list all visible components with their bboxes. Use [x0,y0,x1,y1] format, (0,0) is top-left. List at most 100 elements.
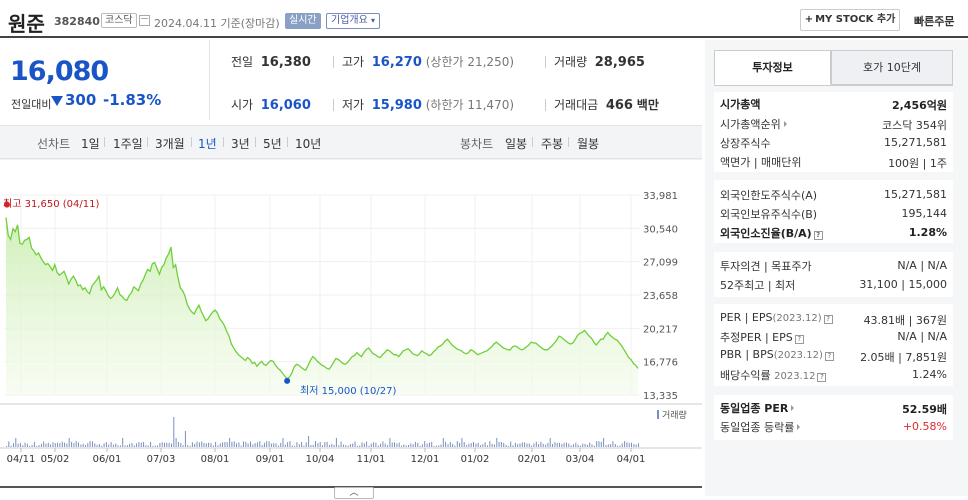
volume-bar [521,442,523,447]
volume-bar [152,445,154,447]
period-10y[interactable]: 10년 [295,137,322,151]
volume-bar [154,445,156,447]
candle-daily[interactable]: 일봉 [505,137,528,151]
x-tick-label: 08/01 [201,454,230,465]
volume-bar [13,443,14,447]
volume-bar [466,445,468,447]
volume-bar [110,442,112,447]
volume-bar [505,444,507,447]
help-icon[interactable]: ? [824,352,834,361]
period-1y[interactable]: 1년 [198,137,217,151]
volume-bar [29,445,31,447]
volume-bar [254,443,256,447]
volume-bar [180,443,182,447]
volume-bar [514,442,516,447]
volume-legend-swatch [657,410,659,419]
volume-bar [361,442,363,447]
volume-bar [438,445,440,447]
volume-bar [245,441,247,447]
volume-bar [340,441,342,447]
period-1d[interactable]: 1일 [81,137,100,151]
volume-bar [417,442,419,447]
help-icon[interactable]: ? [794,335,804,344]
corp-overview-button[interactable]: 기업개요 ▾ [326,13,381,29]
volume-bar [80,444,82,447]
volume-bar [196,441,198,447]
volume-bar [426,443,428,447]
help-icon[interactable]: ? [813,231,823,240]
volume-bar [298,444,300,447]
candle-weekly[interactable]: 주봉 [541,137,564,151]
collapse-button[interactable]: ︿ [334,487,374,499]
volume-bar [75,441,77,447]
foreign-ratio-label: 외국인소진율(B/A)? [720,225,823,241]
market-badge: 코스닥 [101,13,137,28]
volume-bar [61,441,63,447]
help-icon[interactable]: ? [817,373,827,382]
par-value: 100원 | 1주 [888,157,947,170]
mystock-add-button[interactable]: + MY STOCK 추가 [800,9,900,31]
y-tick-label: 13,335 [643,391,678,402]
volume-bar [43,441,45,447]
volume-bar [136,443,138,447]
volume-bar [540,441,542,447]
volume-bar [586,444,588,447]
realtime-button[interactable]: 실시간 [285,13,321,29]
candle-monthly[interactable]: 월봉 [577,137,600,151]
volume-bar [510,441,512,447]
price-diff: 300 [51,91,96,109]
period-1w[interactable]: 1주일 [113,137,143,151]
prev-close: 전일 16,380 [231,55,311,70]
volume-bar [545,444,547,447]
stock-name[interactable]: 원준 [8,12,45,36]
volume-bar [398,442,400,447]
volume-bar [22,445,24,447]
volume-bar [284,444,286,447]
quick-order-button[interactable]: 빠른주문 [914,15,955,28]
volume-bar [82,443,84,447]
sector-per-label[interactable]: 동일업종 PER [720,400,795,416]
volume-bar [89,441,91,447]
volume-bar [489,441,491,447]
tab-invest-info[interactable]: 투자정보 [714,50,831,85]
opinion-label: 투자의견 | 목표주가 [720,260,812,273]
mcap-value: 2,456억원 [891,99,947,112]
volume-bar [456,441,458,447]
tab-orderbook[interactable]: 호가 10단계 [831,50,953,85]
volume-bar [496,438,498,447]
x-tick-label: 01/02 [461,454,490,465]
volume-bar [129,443,131,447]
volume-bar [519,443,521,447]
volume-bar [259,441,261,447]
info-block-per [714,304,953,386]
period-5y[interactable]: 5년 [263,137,282,151]
volume-bar [331,443,333,447]
volume-bar [570,445,572,447]
volume-bar [182,445,184,447]
volume-bar [347,445,349,447]
sector-rate-label[interactable]: 동일업종 등락률 [720,419,801,435]
stock-code: 382840 [54,15,100,28]
volume-bar [233,441,235,447]
price-chart[interactable]: 33,981 30,540 27,099 23,658 20,217 16,776 13,3… [0,159,702,486]
volume-bar [96,444,98,447]
period-3m[interactable]: 3개월 [155,137,185,151]
volume-bar [98,444,100,447]
sector-rate-value: +0.58% [902,420,947,433]
x-tick-label: 07/03 [147,454,176,465]
volume-bar [326,441,328,447]
volume-bar [140,442,142,447]
volume-bar [59,443,61,447]
volume-bar [419,445,421,447]
x-tick-label: 04/01 [617,454,646,465]
base-date: 2024.04.11 기준(장마감) [154,17,280,30]
help-icon[interactable]: ? [823,315,833,324]
period-3y[interactable]: 3년 [231,137,250,151]
volume-bar [507,446,509,447]
divider [333,56,334,68]
volume-bar [582,443,584,447]
volume-bar [115,443,117,447]
volume-bar [431,441,433,447]
mcap-rank-label[interactable]: 시가총액순위 [720,116,787,132]
volume-bar [363,443,365,447]
